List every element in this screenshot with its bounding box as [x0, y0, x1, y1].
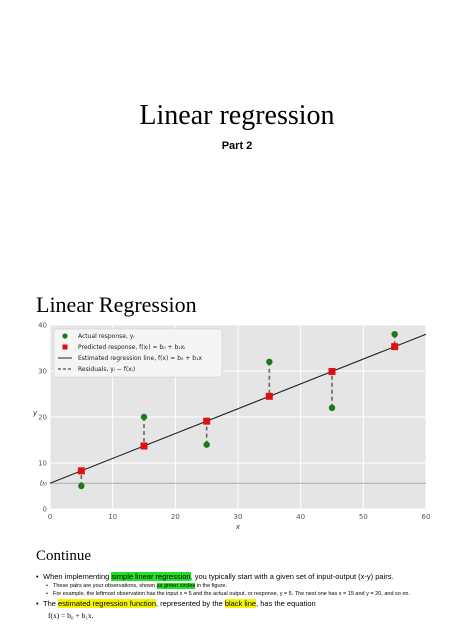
regression-chart: 0 10 20 30 40 50 60 0 10 20 30 40 b₀ y x Actual respons…: [32, 322, 431, 531]
sub-bullet-1-text-b: in the figure.: [195, 583, 227, 590]
bullet-2-text-a: The: [43, 599, 59, 609]
x-tick-label: 60: [422, 513, 431, 521]
bullet-2-text-b: , represented by the: [155, 599, 225, 609]
bullet-list: When implementing simple linear regressi…: [36, 572, 446, 620]
slide-subtitle: Part 2: [221, 140, 253, 152]
actual-point: [266, 358, 273, 365]
actual-point: [391, 331, 398, 338]
actual-point: [78, 482, 85, 490]
y-tick-label: 30: [38, 368, 47, 376]
predicted-point: [203, 417, 211, 425]
sub-bullet-1-text-a: These pairs are your observations, shown: [53, 583, 157, 590]
x-axis-label: x: [235, 523, 241, 530]
bullet-2-highlight-2: black line: [224, 599, 257, 609]
legend-label: Actual response, yᵢ: [78, 333, 134, 340]
section-heading: Linear Regression: [36, 292, 197, 317]
bullet-1-highlight: simple linear regression: [111, 572, 191, 581]
b0-label: b₀: [40, 480, 47, 488]
bullet-2-text-c: , has the equation: [256, 599, 316, 609]
equation: f(x) = b₀ + b₁x.: [48, 610, 94, 620]
y-tick-label: 10: [38, 460, 47, 468]
regression-line: [49, 333, 427, 484]
predicted-point: [265, 392, 273, 400]
bullet-1-text-b: , you typically start with a given set o…: [190, 572, 394, 581]
legend-marker-actual: [62, 333, 68, 339]
y-tick-label: 20: [38, 414, 47, 422]
sub-bullet-1-highlight: as green circles: [156, 583, 196, 590]
sub-bullet-2-text: For example, the leftmost observation ha…: [53, 591, 411, 598]
predicted-point: [328, 367, 336, 375]
legend-label: Predicted response, f(xᵢ) = b₀ + b₁xᵢ: [78, 344, 185, 351]
legend-label: Estimated regression line, f(x) = b₀ + b…: [78, 355, 202, 362]
predicted-point: [391, 343, 399, 351]
bullet-2: The estimated regression function, repre…: [36, 599, 446, 609]
y-tick-label: 0: [43, 506, 47, 514]
actual-point: [203, 441, 210, 448]
x-tick-label: 40: [296, 513, 305, 521]
bullet-1: When implementing simple linear regressi…: [36, 572, 446, 582]
actual-point: [328, 404, 336, 411]
x-tick-label: 20: [171, 513, 180, 521]
legend-label: Residuals, yᵢ − f(xᵢ): [78, 366, 135, 373]
slide-title: Linear regression: [139, 100, 335, 131]
continue-heading: Continue: [36, 548, 91, 564]
actual-point: [140, 413, 148, 421]
x-tick-label: 30: [234, 513, 243, 521]
bullet-1-text-a: When implementing: [43, 572, 112, 581]
legend-box: [53, 328, 223, 378]
legend-marker-predicted: [62, 344, 68, 350]
sub-bullet-2: For example, the leftmost observation ha…: [36, 591, 446, 598]
y-axis-label: y: [32, 409, 38, 417]
predicted-point: [77, 467, 85, 475]
x-tick-label: 10: [108, 513, 117, 521]
x-tick-label: 0: [48, 513, 52, 521]
bullet-2-highlight-1: estimated regression function: [58, 599, 156, 609]
y-tick-label: 40: [38, 322, 47, 330]
sub-bullet-1: These pairs are your observations, shown…: [36, 583, 446, 590]
predicted-point: [140, 442, 148, 450]
x-tick-label: 50: [359, 513, 368, 521]
